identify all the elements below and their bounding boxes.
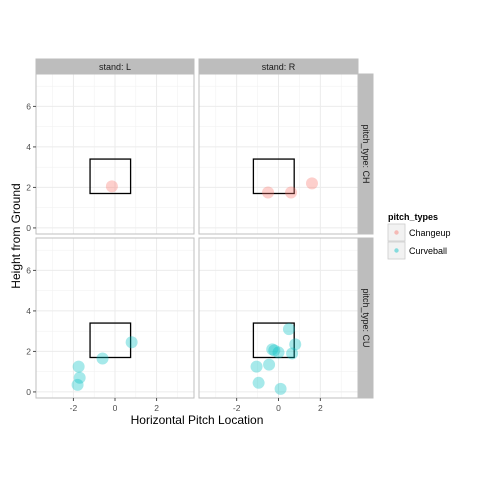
y-axis-tick-label: 6	[26, 265, 31, 275]
y-axis-tick-label: 4	[26, 306, 31, 316]
y-axis-tick-label: 4	[26, 142, 31, 152]
x-axis-title: Horizontal Pitch Location	[131, 413, 264, 427]
strike-zone-box	[252, 158, 295, 195]
data-point-curveball	[266, 343, 279, 356]
data-point-curveball	[125, 336, 138, 349]
data-point-curveball	[263, 358, 276, 371]
data-point-curveball	[274, 382, 287, 395]
data-point-changeup	[105, 180, 118, 193]
y-axis-tick-label: 2	[26, 182, 31, 192]
facet-strip-row	[358, 237, 374, 399]
x-axis-tick-label: 2	[318, 403, 323, 413]
data-point-curveball	[72, 360, 85, 373]
x-axis-tick-label: -2	[70, 403, 78, 413]
x-axis-tick-label: -2	[233, 403, 241, 413]
facet-strip-row-label: pitch_type: CH	[361, 124, 371, 183]
data-point-curveball	[96, 352, 109, 365]
data-point-curveball	[282, 323, 295, 336]
legend-title: pitch_types	[388, 212, 438, 222]
data-point-curveball	[252, 376, 265, 389]
legend-label-curveball: Curveball	[409, 246, 447, 256]
data-point-changeup	[305, 177, 318, 190]
y-axis-tick-label: 0	[26, 223, 31, 233]
data-point-curveball	[73, 371, 86, 384]
facet-strip-column	[198, 58, 359, 75]
data-point-changeup	[285, 186, 298, 199]
legend-key-curveball	[394, 248, 399, 253]
legend-key-box	[387, 241, 406, 260]
x-axis-tick-label: 0	[276, 403, 281, 413]
strike-zone-box	[252, 322, 295, 359]
data-point-curveball	[289, 338, 302, 351]
legend-key-box	[387, 223, 406, 242]
x-axis-tick-label: 0	[113, 403, 118, 413]
y-axis-tick-label: 6	[26, 101, 31, 111]
data-point-curveball	[250, 360, 263, 373]
data-point-curveball	[272, 346, 285, 359]
legend-label-changeup: Changeup	[409, 228, 451, 238]
data-point-curveball	[71, 378, 84, 391]
facet-strip-column	[35, 58, 195, 75]
strike-zone-box	[89, 158, 132, 195]
strike-zone-box	[89, 322, 132, 359]
facet-strip-row	[358, 73, 374, 235]
y-axis-title: Height from Ground	[9, 183, 23, 288]
data-point-curveball	[286, 347, 299, 360]
data-point-changeup	[262, 186, 275, 199]
y-axis-tick-label: 0	[26, 387, 31, 397]
x-axis-tick-label: 2	[154, 403, 159, 413]
legend-key-changeup	[394, 230, 399, 235]
facet-strip-column-label: stand: R	[262, 62, 296, 72]
data-point-curveball	[268, 344, 281, 357]
facet-strip-column-label: stand: L	[99, 62, 131, 72]
facet-strip-row-label: pitch_type: CU	[361, 288, 371, 347]
y-axis-tick-label: 2	[26, 346, 31, 356]
